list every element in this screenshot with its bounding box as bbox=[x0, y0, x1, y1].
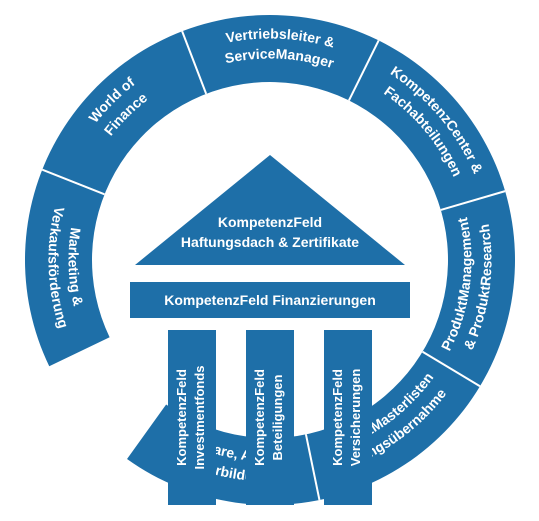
svg-text:Investmentfonds: Investmentfonds bbox=[192, 365, 207, 469]
svg-text:Versicherungen: Versicherungen bbox=[348, 369, 363, 467]
svg-text:KompetenzFeld: KompetenzFeld bbox=[252, 369, 267, 466]
svg-text:KompetenzFeld: KompetenzFeld bbox=[330, 369, 345, 466]
roof-label-1: KompetenzFeld bbox=[218, 214, 322, 230]
beam-label: KompetenzFeld Finanzierungen bbox=[164, 292, 376, 308]
svg-text:KompetenzFeld: KompetenzFeld bbox=[174, 369, 189, 466]
roof-label-2: Haftungsdach & Zertifikate bbox=[181, 234, 359, 250]
svg-text:Beteiligungen: Beteiligungen bbox=[270, 374, 285, 460]
